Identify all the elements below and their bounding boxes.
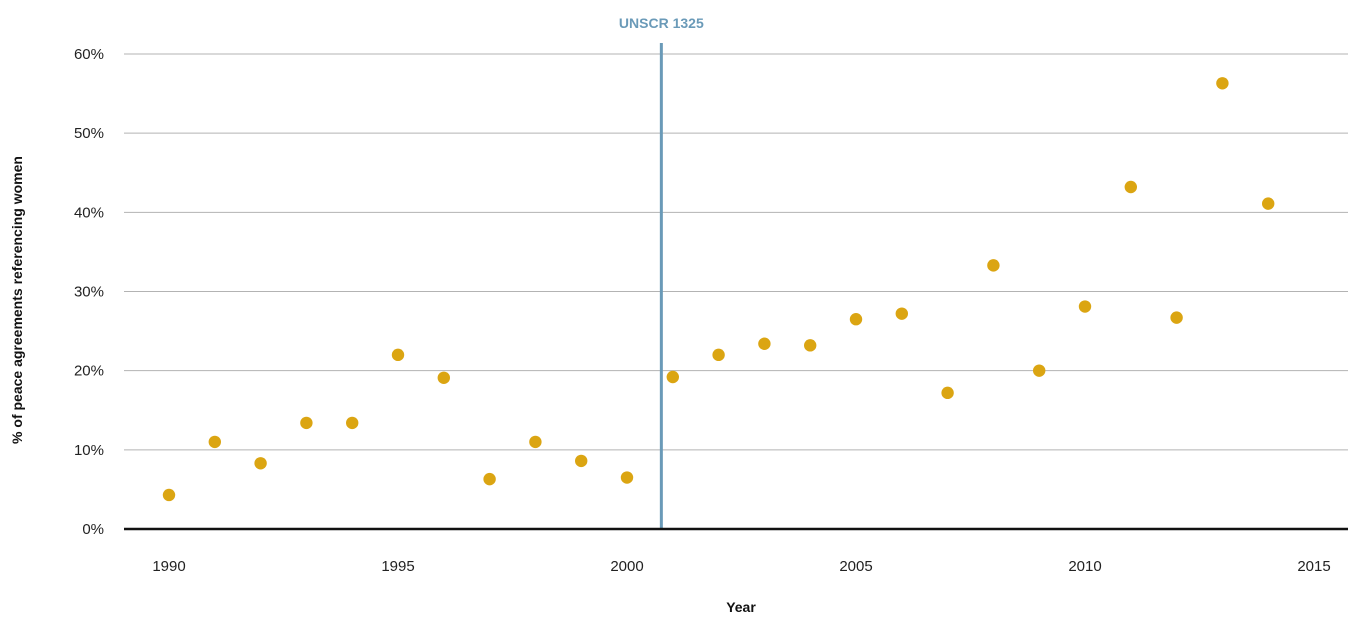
y-tick-label: 50% [74, 125, 104, 142]
y-axis-title: % of peace agreements referencing women [9, 156, 25, 444]
data-point [712, 348, 725, 362]
data-point [849, 313, 863, 326]
data-point [437, 371, 450, 384]
x-tick-label: 2010 [1068, 558, 1101, 575]
data-point [483, 472, 496, 486]
x-tick-label: 2000 [610, 558, 643, 575]
x-tick-label: 1995 [381, 558, 414, 575]
x-tick-label: 2005 [839, 558, 872, 575]
y-tick-label: 10% [74, 442, 104, 459]
data-point [895, 307, 908, 320]
data-points [162, 77, 1275, 502]
data-point [1216, 77, 1229, 90]
data-point [529, 435, 542, 449]
data-point [804, 339, 817, 352]
x-axis-title: Year [726, 599, 756, 615]
y-tick-label: 0% [82, 521, 104, 538]
data-point [941, 386, 954, 400]
gridlines [124, 53, 1348, 451]
data-point [987, 259, 1000, 272]
y-tick-label: 30% [74, 284, 104, 301]
data-point [1124, 180, 1138, 194]
data-point [346, 416, 359, 430]
y-tick-label: 20% [74, 363, 104, 380]
data-point [575, 454, 588, 468]
annotation-layer: UNSCR 1325 [619, 15, 704, 529]
data-point [300, 416, 313, 430]
data-point [666, 370, 679, 384]
data-point [391, 348, 405, 362]
x-tick-label: 2015 [1297, 558, 1330, 575]
data-point [208, 435, 221, 449]
x-tick-label: 1990 [152, 558, 185, 575]
data-point [1033, 364, 1046, 377]
data-point [1262, 197, 1275, 210]
data-point [1170, 311, 1183, 324]
annotation-label: UNSCR 1325 [619, 15, 704, 31]
data-point [254, 457, 267, 470]
data-point [1078, 300, 1092, 313]
y-tick-label: 40% [74, 204, 104, 221]
data-point [620, 471, 634, 484]
data-point [162, 488, 176, 502]
axes: 0% 10% 20% 30% 40% 50% 60% 1990 1995 2000 2005 2010… [74, 46, 1348, 575]
y-tick-label: 60% [74, 46, 104, 63]
data-point [758, 337, 771, 350]
